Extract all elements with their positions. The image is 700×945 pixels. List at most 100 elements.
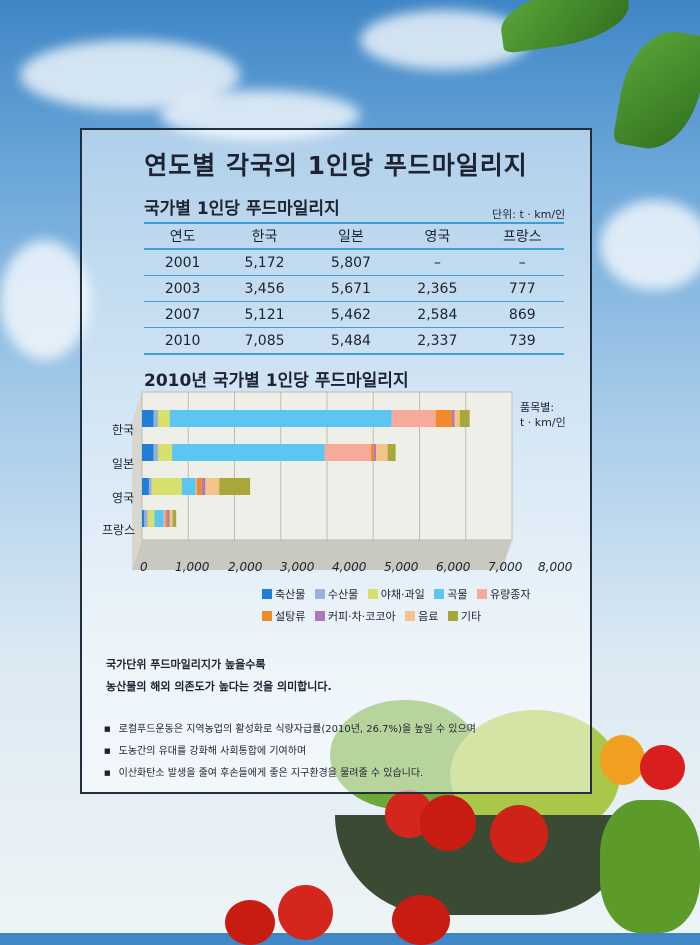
table-cell: 5,462 <box>307 301 395 328</box>
bar-segment <box>451 410 455 427</box>
table-cell: 5,807 <box>307 249 395 276</box>
table-cell: – <box>394 249 481 276</box>
table-header: 일본 <box>307 222 395 250</box>
legend-item: 커피·차·코코아 <box>314 608 396 624</box>
legend-label: 유량종자 <box>489 588 531 601</box>
table-cell: 5,671 <box>307 275 395 302</box>
legend-item: 야채·과일 <box>367 586 425 602</box>
chart-title: 2010년 국가별 1인당 푸드마일리지 <box>144 371 409 391</box>
tick-label: 8,000 <box>538 560 573 574</box>
bar-segment <box>459 410 470 427</box>
tick-label: 7,000 <box>488 560 523 574</box>
note-line: 국가단위 푸드마일리지가 높을수록 <box>106 658 266 671</box>
bar-segment <box>387 444 396 461</box>
legend-item: 음료 <box>405 608 438 624</box>
table-header: 프랑스 <box>480 222 564 250</box>
cloud <box>0 240 90 360</box>
bar-segment <box>454 410 460 427</box>
table-cell: 5,484 <box>307 327 395 355</box>
table-cell: 2003 <box>144 275 222 302</box>
table-cell: 739 <box>480 327 564 355</box>
tick-label: 4,000 <box>332 560 367 574</box>
table-header: 연도 <box>144 222 222 250</box>
table-row: 2010 7,085 5,484 2,337 739 <box>144 327 564 355</box>
table-cell: 2,584 <box>394 301 481 328</box>
legend-item: 유량종자 <box>476 586 531 602</box>
tick-label: 0 <box>140 560 148 574</box>
bar-segment <box>142 510 145 527</box>
table-row: 2003 3,456 5,671 2,365 777 <box>144 275 564 302</box>
leaf-icon <box>496 0 634 54</box>
tick-label: 3,000 <box>280 560 315 574</box>
bar-segment <box>172 510 177 527</box>
legend-item: 곡물 <box>434 586 467 602</box>
bar-segment <box>163 510 166 527</box>
legend-label: 곡물 <box>447 588 468 601</box>
tomato-icon <box>392 895 450 945</box>
chart-unit: 품목별: t · km/인 <box>520 400 566 430</box>
bar-segment <box>172 444 325 461</box>
bar-segment <box>153 410 159 427</box>
note-line: 농산물의 해외 의존도가 높다는 것을 의미합니다. <box>106 680 332 693</box>
poster-title: 연도별 각국의 1인당 푸드마일리지 <box>144 151 528 180</box>
legend-item: 축산물 <box>262 586 305 602</box>
tomato-icon <box>420 795 476 851</box>
table-header: 한국 <box>221 222 308 250</box>
bars <box>142 410 470 527</box>
bullet-item: 도농간의 유대를 강화해 사회통합에 기여하며 <box>104 742 307 757</box>
category-label: 한국 <box>112 423 135 437</box>
tick-label: 2,000 <box>228 560 263 574</box>
chart-unit-label: 품목별: <box>520 401 555 414</box>
table-row: 2001 5,172 5,807 – – <box>144 249 564 276</box>
chart-side-wall <box>132 392 142 570</box>
table-cell: 2007 <box>144 301 222 328</box>
table-cell: 2001 <box>144 249 222 276</box>
bar-segment <box>391 410 436 427</box>
table-cell: 3,456 <box>221 275 308 302</box>
table-cell: – <box>480 249 564 276</box>
table-title: 국가별 1인당 푸드마일리지 <box>144 199 340 219</box>
bar-segment <box>158 410 170 427</box>
bullet-item: 이산화탄소 발생을 줄여 후손들에게 좋은 지구환경을 물려줄 수 있습니다. <box>104 764 424 779</box>
legend-item: 기타 <box>447 608 482 624</box>
tomato-icon <box>225 900 275 945</box>
cloud <box>600 200 700 290</box>
tomato-icon <box>490 805 548 863</box>
lettuce-icon <box>600 800 700 933</box>
legend-label: 커피·차·코코아 <box>327 610 396 623</box>
basket-icon <box>335 815 635 915</box>
legend-label: 수산물 <box>327 588 359 601</box>
legend-label: 음료 <box>418 610 439 623</box>
table-row: 2007 5,121 5,462 2,584 869 <box>144 301 564 328</box>
bar-segment <box>165 510 168 527</box>
bar-segment <box>197 478 202 495</box>
bar-segment <box>144 510 148 527</box>
bar-segment <box>148 478 152 495</box>
bar-segment <box>373 444 377 461</box>
chart-floor <box>132 540 512 570</box>
table-cell: 7,085 <box>221 327 308 355</box>
legend-label: 야채·과일 <box>380 588 425 601</box>
pepper-icon <box>600 735 645 785</box>
category-label: 프랑스 <box>102 523 136 537</box>
chart-unit-value: t · km/인 <box>520 416 566 429</box>
bar-segment <box>181 478 196 495</box>
tick-label: 5,000 <box>384 560 419 574</box>
bar-segment <box>153 444 159 461</box>
table-header-row: 연도 한국 일본 영국 프랑스 <box>144 222 564 250</box>
table-unit: 단위: t · km/인 <box>492 208 566 221</box>
bar-segment <box>151 478 182 495</box>
leaf-icon <box>612 24 700 156</box>
tick-label: 1,000 <box>175 560 210 574</box>
category-label: 일본 <box>112 457 135 471</box>
bar-segment <box>142 478 149 495</box>
bar-segment <box>142 444 154 461</box>
bar-segment <box>169 510 173 527</box>
bar-segment <box>435 410 452 427</box>
legend-label: 기타 <box>460 610 482 623</box>
legend-label: 설탕류 <box>275 610 306 623</box>
table-cell: 5,172 <box>221 249 308 276</box>
bullet-item: 로컬푸드운동은 지역농업의 활성화로 식량자급률(2010년, 26.7%)을 … <box>104 720 476 735</box>
bar-segment <box>158 444 173 461</box>
poster-panel: 연도별 각국의 1인당 푸드마일리지 국가별 1인당 푸드마일리지 단위: t … <box>80 128 592 794</box>
